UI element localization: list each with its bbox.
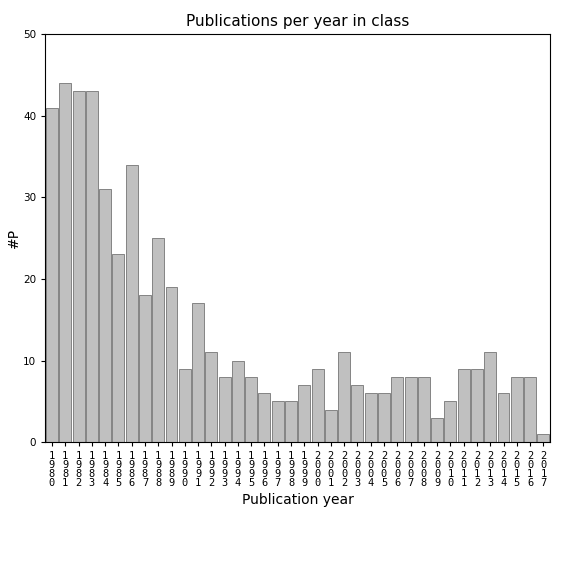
Bar — [86, 91, 98, 442]
Bar — [431, 418, 443, 442]
Bar — [298, 385, 310, 442]
Bar — [46, 108, 58, 442]
Bar — [232, 361, 244, 442]
Bar — [60, 83, 71, 442]
Bar — [445, 401, 456, 442]
X-axis label: Publication year: Publication year — [242, 493, 354, 507]
Bar — [497, 393, 510, 442]
Bar — [471, 369, 483, 442]
Bar — [325, 409, 337, 442]
Bar — [285, 401, 297, 442]
Bar — [511, 377, 523, 442]
Bar — [99, 189, 111, 442]
Bar — [205, 353, 217, 442]
Bar — [245, 377, 257, 442]
Bar — [484, 353, 496, 442]
Bar — [192, 303, 204, 442]
Bar — [352, 385, 363, 442]
Y-axis label: #P: #P — [6, 228, 20, 248]
Bar — [405, 377, 417, 442]
Bar — [139, 295, 151, 442]
Bar — [524, 377, 536, 442]
Bar — [166, 287, 177, 442]
Bar — [312, 369, 324, 442]
Bar — [272, 401, 284, 442]
Bar — [538, 434, 549, 442]
Title: Publications per year in class: Publications per year in class — [186, 14, 409, 29]
Bar — [418, 377, 430, 442]
Bar — [73, 91, 84, 442]
Bar — [219, 377, 231, 442]
Bar — [391, 377, 403, 442]
Bar — [458, 369, 469, 442]
Bar — [338, 353, 350, 442]
Bar — [112, 255, 124, 442]
Bar — [153, 238, 164, 442]
Bar — [259, 393, 270, 442]
Bar — [378, 393, 390, 442]
Bar — [126, 164, 138, 442]
Bar — [365, 393, 376, 442]
Bar — [179, 369, 191, 442]
